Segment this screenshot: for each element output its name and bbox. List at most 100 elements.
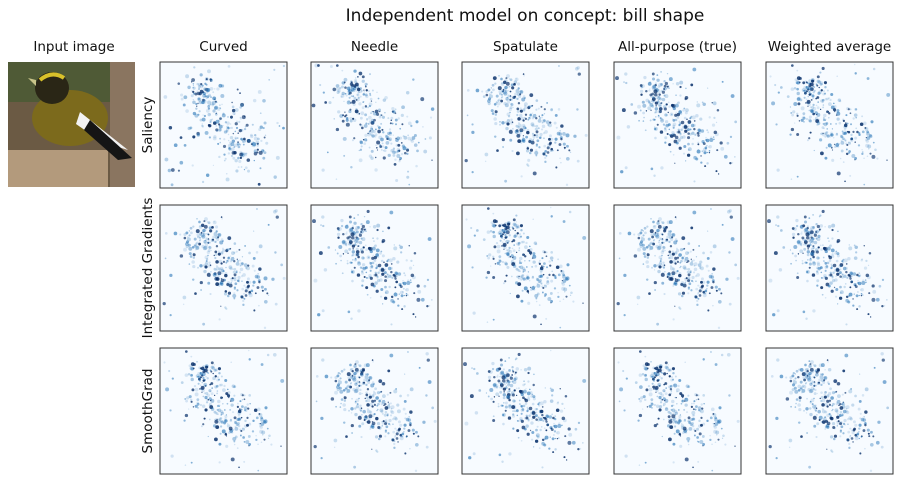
saliency-dot [205,131,209,135]
saliency-dot [837,382,841,386]
saliency-dot [207,282,210,285]
saliency-dot [340,403,342,405]
saliency-dot [534,151,538,155]
saliency-dot [259,151,263,155]
saliency-dot [671,390,673,392]
saliency-dot [506,249,508,251]
saliency-dot [799,249,803,253]
saliency-dot [816,279,819,282]
saliency-dot [642,247,646,251]
saliency-dot [170,314,172,316]
map-background [766,348,893,474]
saliency-dot [202,114,203,115]
saliency-dot [518,387,520,389]
saliency-dot [637,420,639,422]
saliency-dot [503,102,506,105]
saliency-dot [401,142,403,144]
saliency-dot [520,229,522,231]
saliency-dot [470,394,474,398]
saliency-dot [793,245,797,249]
saliency-dot [163,361,165,363]
saliency-dot [539,260,541,262]
saliency-dot [485,90,488,93]
saliency-dot [408,184,410,186]
saliency-dot [362,368,365,371]
saliency-dot [261,363,264,366]
saliency-dot [470,227,472,229]
saliency-dot [512,257,513,258]
saliency-dot [407,351,409,353]
saliency-dot [550,350,551,351]
saliency-dot [654,128,656,130]
saliency-dot [246,266,250,270]
saliency-dot [274,251,276,253]
saliency-dot [520,236,522,238]
saliency-dot [401,114,404,117]
saliency-dot [196,398,199,401]
saliency-dot [548,123,552,127]
saliency-dot [248,350,249,351]
saliency-dot [188,247,192,251]
saliency-dot [846,438,849,441]
saliency-dot [205,240,206,241]
saliency-dot [233,133,234,134]
saliency-dot [541,286,543,288]
saliency-dot [668,231,669,232]
saliency-dot [183,420,185,422]
saliency-dot [377,149,378,150]
saliency-dot [660,102,661,103]
saliency-dot [687,395,689,397]
saliency-dot [366,363,370,367]
saliency-dot [657,379,659,381]
saliency-dot [582,236,586,240]
saliency-dot [817,225,820,228]
saliency-dot [673,107,676,110]
saliency-dot [519,233,521,235]
saliency-dot [639,400,642,403]
saliency-dot [359,392,362,395]
saliency-dot [529,260,531,262]
saliency-dot [206,84,208,86]
saliency-dot [388,419,391,422]
saliency-dot [508,399,511,402]
saliency-dot [373,111,374,112]
saliency-dot [822,244,824,246]
saliency-dot [682,431,685,434]
saliency-dot [221,216,223,218]
saliency-dot [680,129,683,132]
saliency-dot [487,271,490,274]
saliency-dot [388,267,392,271]
saliency-dot [544,427,546,429]
saliency-dot [401,123,403,125]
saliency-dot [823,114,826,117]
saliency-dot [412,313,414,315]
saliency-dot [360,141,363,144]
saliency-dot [341,398,344,401]
saliency-dot [662,91,665,94]
saliency-dot [225,262,227,264]
saliency-dot [682,109,685,112]
saliency-dot [376,249,380,253]
saliency-dot [703,403,704,404]
saliency-dot [802,112,805,115]
saliency-dot [343,408,346,411]
saliency-dot [682,292,685,295]
saliency-dot [382,382,386,386]
saliency-dot [342,403,346,407]
saliency-dot [519,261,521,263]
saliency-dot [404,400,407,403]
saliency-dot [628,232,632,236]
saliency-dot [651,407,653,409]
saliency-dot [227,403,229,405]
saliency-dot [375,449,377,451]
saliency-dot [337,253,339,255]
saliency-dot [548,274,550,276]
saliency-dot [774,251,778,255]
input-label: Input image [33,39,114,55]
saliency-dot [209,293,211,295]
saliency-dot [394,286,396,288]
saliency-dot [524,254,525,255]
saliency-dot [336,87,340,91]
saliency-dot [228,248,230,250]
saliency-dot [364,419,366,421]
